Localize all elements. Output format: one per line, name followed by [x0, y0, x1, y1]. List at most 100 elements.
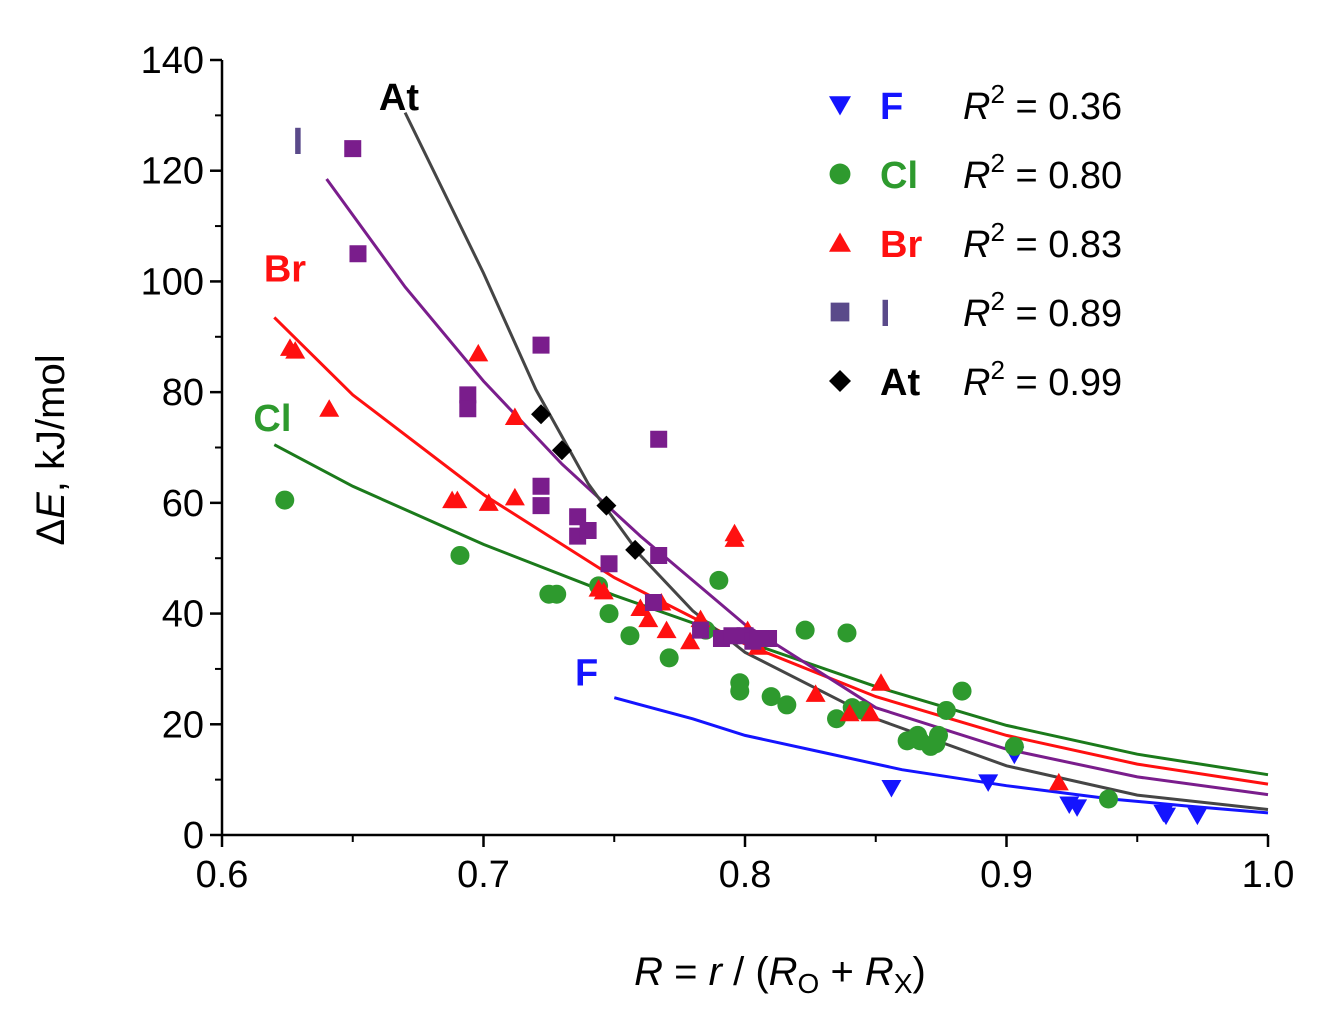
- data-point-at: [596, 495, 617, 516]
- data-point-i: [459, 400, 477, 418]
- data-point-cl: [599, 604, 619, 624]
- data-point-br: [593, 581, 614, 600]
- fit-curve-f: [613, 696, 1269, 815]
- data-point-cl: [730, 681, 750, 701]
- data-point-i: [532, 336, 550, 354]
- y-tick-label: 40: [162, 594, 204, 636]
- data-point-cl: [952, 681, 972, 701]
- x-tick-label: 0.8: [719, 854, 772, 896]
- data-point-cl: [761, 687, 781, 707]
- fit-curve-at: [403, 111, 1269, 811]
- legend: F R2 = 0.36 Cl R2 = 0.80 Br R2 = 0.83 I R2 = 0.…: [829, 79, 1122, 404]
- data-point-at: [531, 404, 552, 425]
- data-point-cl: [837, 623, 857, 643]
- data-point-i: [650, 430, 668, 448]
- data-point-cl: [795, 620, 815, 640]
- y-tick-label: 120: [141, 151, 204, 193]
- series-labels: F Cl Br I At: [253, 77, 598, 695]
- legend-label-br: Br: [880, 224, 922, 266]
- data-point-at: [551, 440, 572, 461]
- data-point-br: [630, 598, 651, 617]
- data-point-i: [692, 621, 710, 639]
- data-point-cl: [547, 584, 567, 604]
- y-tick-label: 0: [183, 815, 204, 857]
- series-label-br: Br: [264, 248, 306, 290]
- data-point-cl: [659, 648, 679, 668]
- fit-curves: [273, 111, 1269, 815]
- data-point-br: [285, 341, 306, 359]
- data-point-i: [644, 594, 662, 611]
- data-point-i: [569, 508, 587, 526]
- data-point-f: [1156, 807, 1177, 826]
- fit-curve-cl: [273, 443, 1269, 777]
- y-tick-label: 20: [162, 704, 204, 746]
- legend-r2-f: R2 = 0.36: [963, 79, 1122, 128]
- x-tick-label: 0.6: [196, 854, 249, 896]
- legend-label-at: At: [880, 362, 920, 404]
- data-point-cl: [777, 695, 797, 715]
- x-tick-label: 0.9: [980, 854, 1033, 896]
- data-point-i: [760, 629, 778, 647]
- x-tick-label: 0.7: [457, 854, 510, 896]
- x-axis-title: R = r / (RO + RX): [634, 950, 926, 999]
- legend-r2-at: R2 = 0.99: [963, 355, 1122, 404]
- y-tick-label: 140: [141, 40, 204, 82]
- data-point-cl: [275, 490, 295, 510]
- legend-marker-at: [829, 370, 851, 392]
- legend-label-i: I: [880, 293, 891, 335]
- legend-label-f: F: [880, 86, 903, 128]
- data-point-i: [344, 140, 362, 158]
- data-point-i: [579, 522, 597, 540]
- legend-r2-i: R2 = 0.89: [963, 286, 1122, 335]
- data-point-br: [680, 631, 701, 650]
- y-tick-label: 80: [162, 372, 204, 414]
- data-point-cl: [709, 570, 729, 590]
- data-point-br: [860, 703, 881, 722]
- data-point-cl: [936, 700, 956, 720]
- data-point-br: [656, 620, 677, 639]
- legend-r2-br: R2 = 0.83: [963, 217, 1122, 266]
- data-point-i: [723, 627, 741, 645]
- data-point-br: [870, 673, 891, 691]
- series-label-at: At: [379, 77, 419, 119]
- data-point-i: [459, 386, 477, 404]
- data-point-br: [805, 684, 826, 702]
- legend-marker-i: [830, 302, 850, 322]
- data-point-cl: [450, 545, 470, 565]
- legend-r2-cl: R2 = 0.80: [963, 148, 1122, 197]
- data-point-i: [532, 477, 550, 495]
- data-point-i: [349, 245, 367, 263]
- data-point-br: [839, 703, 860, 722]
- data-point-cl: [827, 709, 847, 729]
- y-tick-label: 100: [141, 261, 204, 303]
- data-point-br: [638, 609, 659, 628]
- series-label-i: I: [293, 121, 304, 163]
- x-tick-label: 1.0: [1242, 854, 1295, 896]
- legend-marker-cl: [829, 163, 851, 185]
- legend-label-cl: Cl: [880, 155, 918, 197]
- data-point-br: [504, 407, 525, 426]
- data-point-br: [478, 493, 499, 511]
- series-label-f: F: [575, 653, 598, 695]
- data-point-br: [1048, 772, 1069, 791]
- data-point-br: [447, 490, 468, 509]
- data-point-br: [724, 529, 745, 547]
- data-point-cl: [929, 725, 949, 745]
- data-point-br: [319, 399, 340, 417]
- data-point-i: [650, 546, 668, 564]
- fit-curve-i: [325, 178, 1269, 797]
- data-point-f: [1067, 799, 1088, 817]
- y-axis-title: ΔE, kJ/mol: [29, 354, 73, 545]
- axes: 0 20 40 60 80 100 120 140 0.6 0.7 0.8 0.9 1.0: [141, 40, 1295, 896]
- data-point-f: [1187, 807, 1208, 826]
- data-point-f: [978, 774, 999, 792]
- data-point-cl: [1004, 736, 1024, 756]
- data-point-cl: [620, 626, 640, 646]
- data-point-at: [625, 539, 646, 560]
- y-tick-label: 60: [162, 483, 204, 525]
- series-label-cl: Cl: [253, 398, 291, 440]
- data-point-i: [532, 497, 550, 515]
- legend-marker-br: [829, 232, 851, 252]
- data-point-i: [600, 555, 618, 573]
